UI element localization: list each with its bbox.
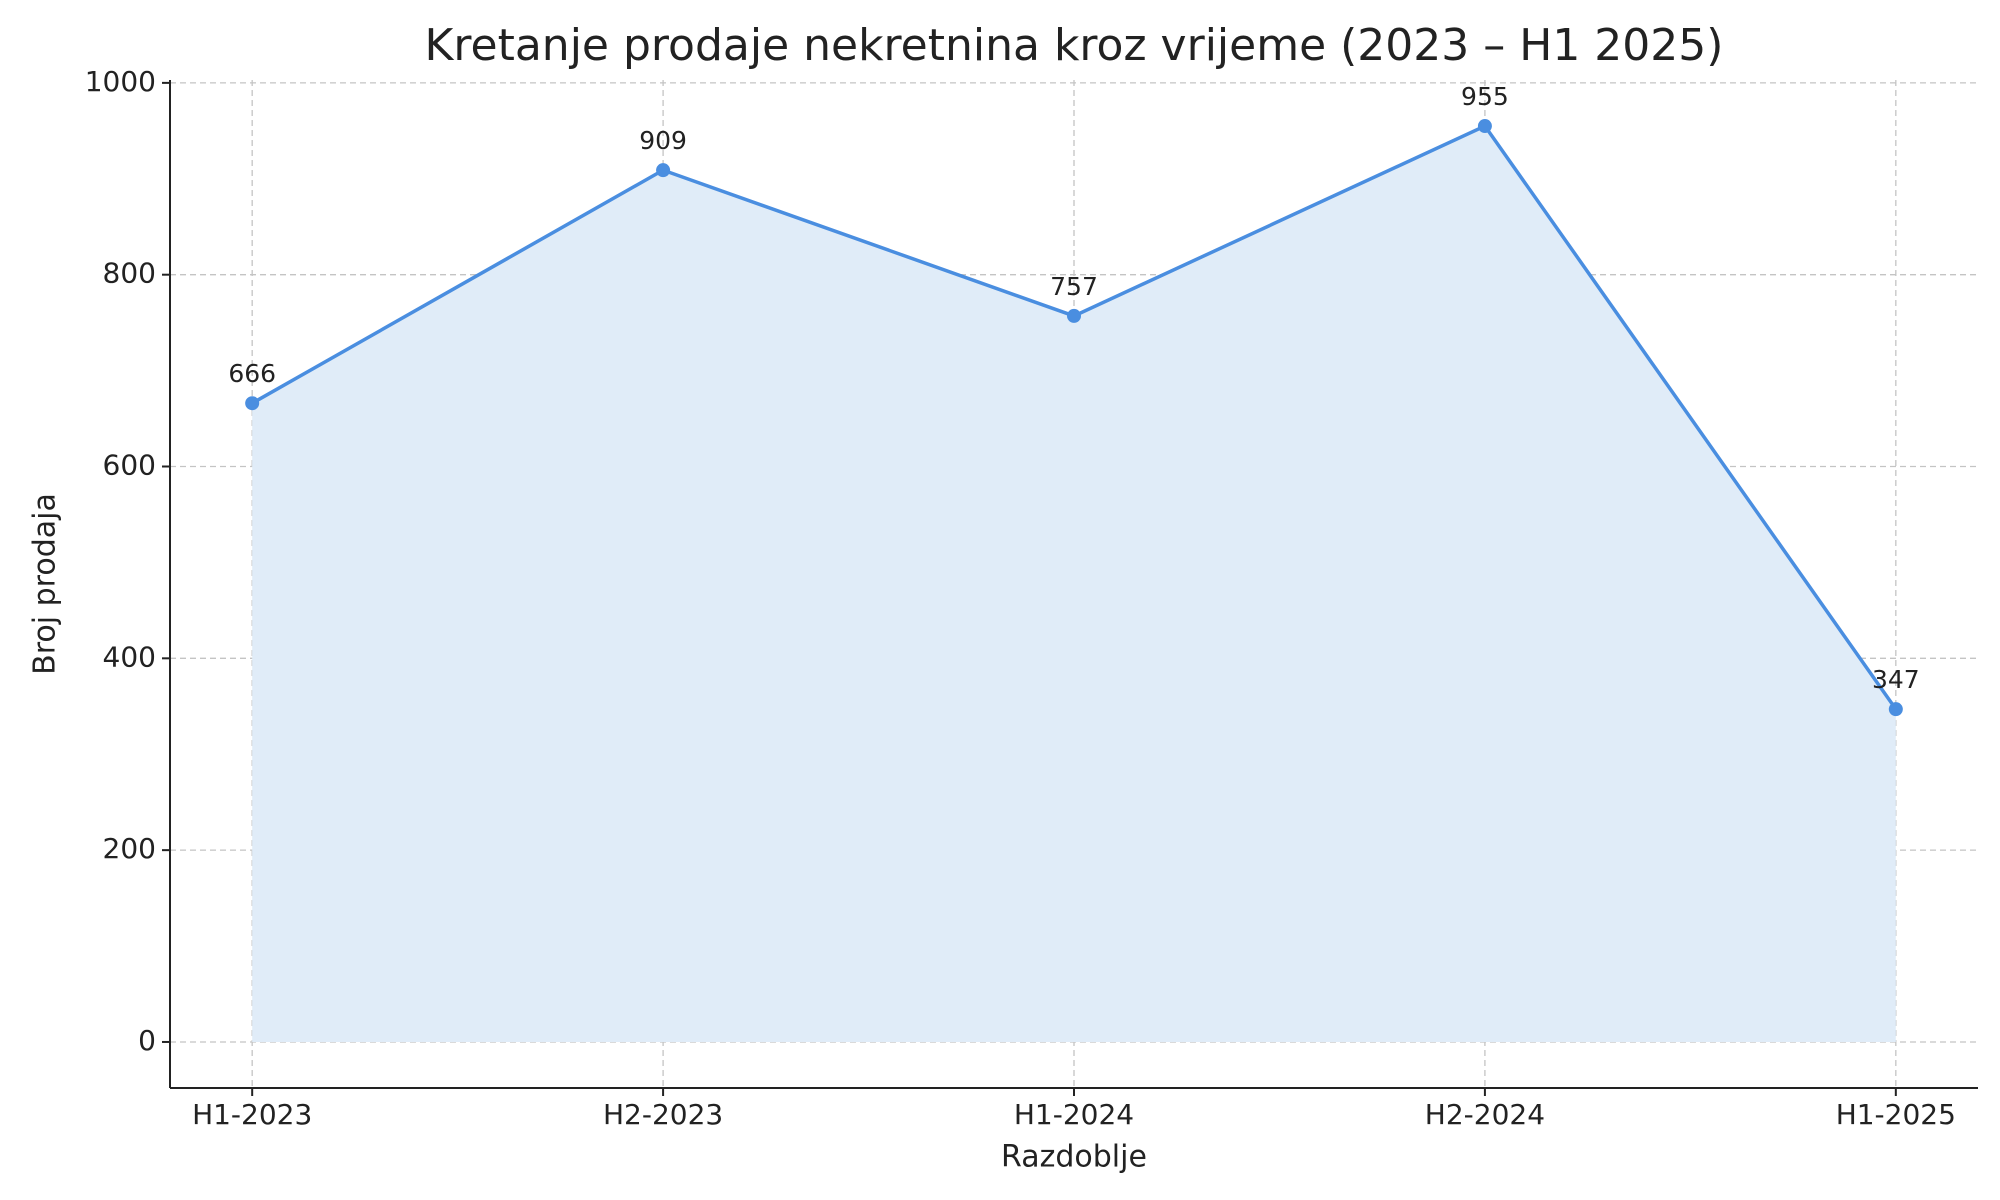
data-label: 347	[1872, 665, 1920, 694]
point	[1067, 308, 1081, 323]
point	[656, 163, 671, 178]
point	[1888, 702, 1903, 717]
x-tick-label: H1-2025	[1836, 1098, 1956, 1131]
y-tick-label: 0	[138, 1024, 156, 1057]
y-tick-label: 800	[103, 257, 156, 290]
x-tick-label: H2-2024	[1425, 1098, 1545, 1131]
point	[1477, 119, 1492, 134]
data-label: 666	[228, 359, 276, 388]
y-axis-label: Broj prodaja	[28, 493, 63, 675]
x-tick-label: H1-2024	[1014, 1098, 1134, 1131]
y-tick-label: 400	[103, 640, 156, 673]
data-label: 757	[1050, 272, 1098, 301]
y-tick-label: 1000	[85, 65, 156, 98]
data-label: 909	[639, 126, 687, 155]
data-label: 955	[1461, 82, 1509, 111]
chart-title: Kretanje prodaje nekretnina kroz vrijeme…	[425, 20, 1724, 71]
x-tick-label: H1-2023	[192, 1098, 312, 1131]
y-tick-label: 600	[103, 449, 156, 482]
y-tick-label: 200	[103, 832, 156, 865]
x-axis-label: Razdoblje	[1001, 1140, 1147, 1175]
point	[245, 396, 260, 411]
area	[252, 126, 1896, 1042]
x-tick-label: H2-2023	[603, 1098, 723, 1131]
